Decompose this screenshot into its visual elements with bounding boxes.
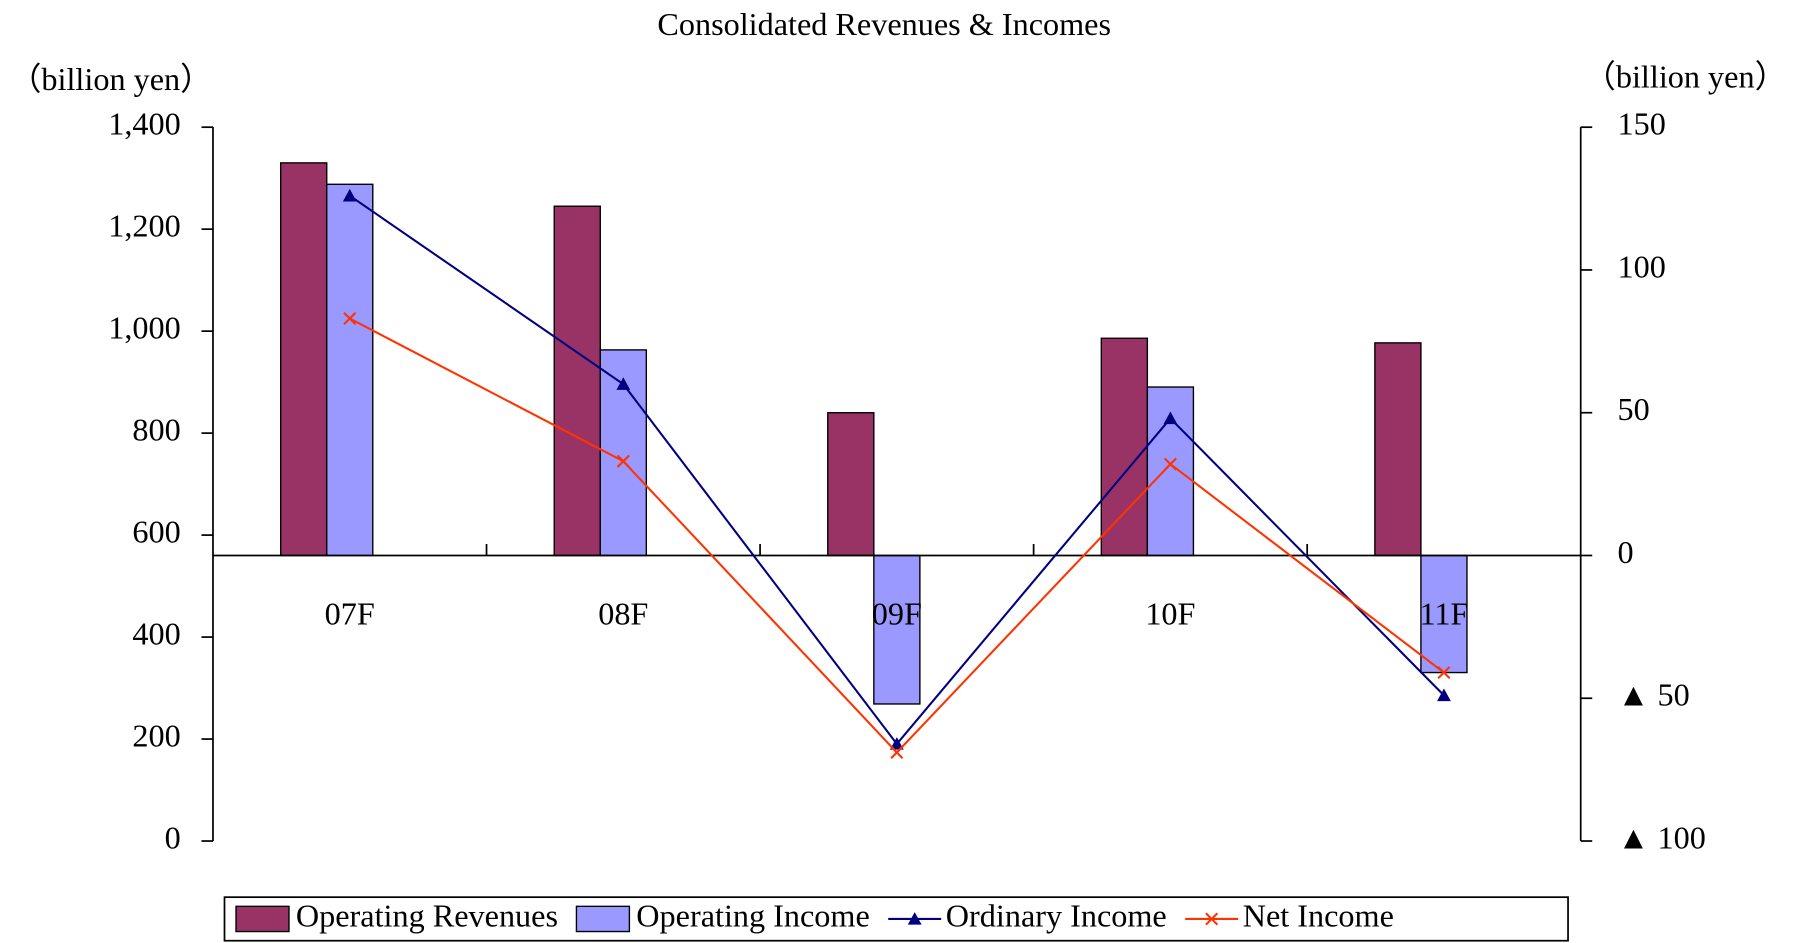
y-tick-label: 800	[132, 412, 180, 448]
y2-tick-label: 100	[1618, 248, 1666, 284]
y-tick-label: 1,000	[108, 310, 181, 346]
legend-label: Net Income	[1243, 897, 1394, 933]
y-axis-label: （billion yen）	[9, 61, 212, 97]
bar	[553, 205, 601, 557]
y2-tick-label: 0	[1618, 534, 1634, 570]
y-tick-label: 400	[132, 615, 180, 651]
y-tick-label: 600	[132, 514, 180, 550]
y2-axis-label: （billion yen）	[1584, 59, 1787, 95]
marker	[616, 454, 630, 468]
marker	[1437, 666, 1451, 680]
bar	[279, 162, 328, 557]
marker	[907, 912, 922, 925]
legend-label: Ordinary Income	[946, 897, 1167, 933]
bar	[1100, 337, 1149, 557]
marker	[616, 377, 631, 390]
legend-swatch	[575, 905, 631, 933]
legend-label: Operating Revenues	[296, 897, 558, 933]
bar	[326, 183, 374, 557]
legend-label: Operating Income	[636, 897, 869, 933]
y2-tick-label: 50	[1618, 391, 1650, 427]
marker	[342, 188, 357, 202]
x-tick-label: 09F	[872, 596, 922, 632]
bar	[1420, 554, 1468, 674]
y-tick-label: 200	[132, 717, 180, 753]
bar	[827, 412, 875, 557]
x-tick-label: 10F	[1145, 596, 1195, 632]
x-tick-label: 11F	[1419, 596, 1468, 632]
marker	[1163, 411, 1178, 425]
y-tick-label: 1,400	[108, 106, 181, 142]
marker	[890, 746, 904, 759]
y-tick-label: 1,200	[108, 208, 181, 244]
marker	[1205, 912, 1219, 926]
y2-tick-label: ▲ 50	[1618, 677, 1690, 713]
marker	[1163, 457, 1177, 471]
marker	[889, 737, 904, 750]
bar	[1374, 342, 1422, 557]
marker	[1437, 688, 1451, 702]
marker	[343, 312, 357, 325]
x-tick-label: 07F	[325, 596, 375, 632]
bar	[873, 554, 921, 705]
x-tick-label: 08F	[598, 596, 648, 632]
y2-tick-label: ▲ 100	[1618, 819, 1706, 855]
legend-swatch	[235, 905, 290, 933]
y-tick-label: 0	[165, 819, 181, 855]
chart-title: Consolidated Revenues & Incomes	[657, 6, 1111, 42]
y2-tick-label: 150	[1618, 106, 1666, 142]
legend-box	[223, 896, 1569, 942]
